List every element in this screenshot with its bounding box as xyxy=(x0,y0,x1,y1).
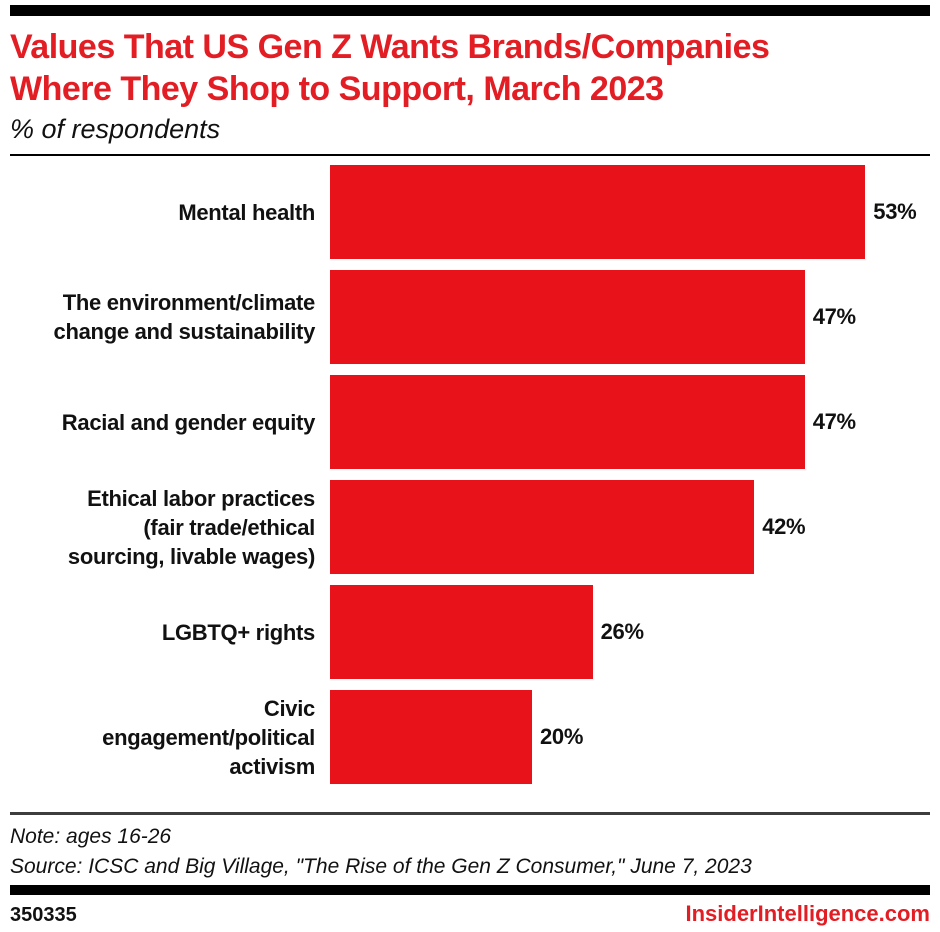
bar xyxy=(330,375,805,469)
chart-id: 350335 xyxy=(10,904,77,926)
bar-area: 47% xyxy=(330,270,930,364)
bottom-black-bar xyxy=(10,885,930,895)
category-label: Ethical labor practices (fair trade/ethic… xyxy=(67,485,315,569)
category-label: Racial and gender equity xyxy=(61,409,316,435)
bar-area: 20% xyxy=(330,690,930,784)
bar-row: The environment/climate change and sustai… xyxy=(10,270,930,364)
chart-subtitle: % of respondents xyxy=(10,114,221,144)
chart-title: Values That US Gen Z Wants Brands/Compan… xyxy=(10,26,930,110)
bar xyxy=(330,165,866,259)
bar-area: 42% xyxy=(330,480,930,574)
source-text: Source: ICSC and Big Village, "The Rise … xyxy=(10,855,752,878)
note-text: Note: ages 16-26 xyxy=(10,825,172,848)
top-black-bar xyxy=(10,5,930,16)
category-label: Mental health xyxy=(178,199,315,225)
value-label: 53% xyxy=(873,199,917,224)
category-label: The environment/climate change and sustai… xyxy=(53,290,316,344)
bar xyxy=(330,585,593,679)
value-label: 26% xyxy=(600,619,644,644)
category-label: LGBTQ+ rights xyxy=(161,619,315,645)
value-label: 20% xyxy=(540,724,584,749)
chart-notes: Note: ages 16-26 Source: ICSC and Big Vi… xyxy=(10,822,930,882)
insider-intelligence-link[interactable]: InsiderIntelligence.com xyxy=(685,901,930,926)
footer-divider-line xyxy=(10,812,930,815)
bar-row: Mental health 53% xyxy=(10,165,930,259)
category-label: Civic engagement/political activism xyxy=(102,695,315,779)
footer-row: 350335 InsiderIntelligence.com xyxy=(10,901,930,927)
bar-row: Racial and gender equity 47% xyxy=(10,375,930,469)
bar xyxy=(330,480,755,574)
bar xyxy=(330,270,805,364)
bar xyxy=(330,690,532,784)
bar-row: Civic engagement/political activism 20% xyxy=(10,690,930,784)
bar-area: 26% xyxy=(330,585,930,679)
value-label: 47% xyxy=(812,304,856,329)
bar-area: 53% xyxy=(330,165,930,259)
value-label: 42% xyxy=(762,514,806,539)
value-label: 47% xyxy=(812,409,856,434)
bar-chart: Mental health 53% The environment/climate c… xyxy=(10,165,930,784)
chart-title-line1: Values That US Gen Z Wants Brands/Compan… xyxy=(10,28,770,66)
header-divider-line xyxy=(10,154,930,156)
bar-area: 47% xyxy=(330,375,930,469)
chart-title-line2: Where They Shop to Support, March 2023 xyxy=(10,70,664,108)
bar-row: Ethical labor practices (fair trade/ethic… xyxy=(10,480,930,574)
bar-row: LGBTQ+ rights 26% xyxy=(10,585,930,679)
